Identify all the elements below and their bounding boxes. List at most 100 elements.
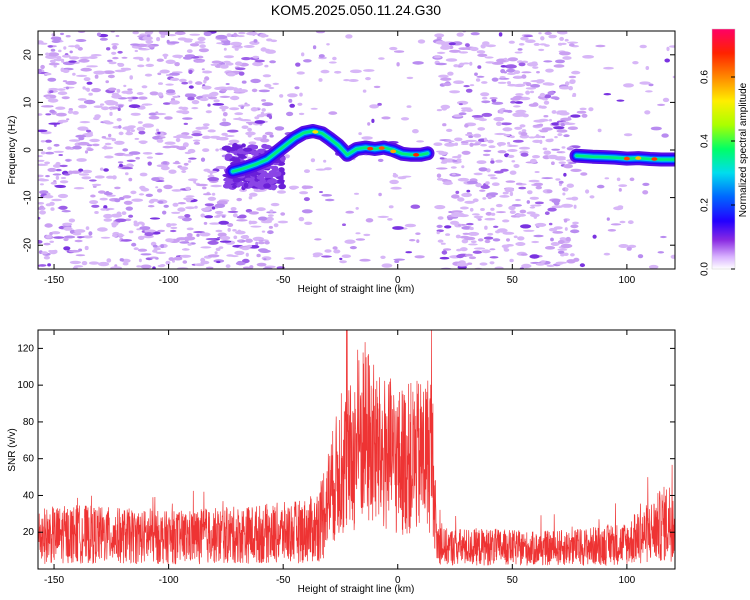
- spectrogram-speckle: [304, 221, 313, 225]
- spectrogram-speckle: [287, 93, 298, 98]
- spectrogram-speckle: [53, 184, 66, 187]
- spectrogram-speckle: [248, 220, 253, 225]
- spectrogram-speckle: [514, 51, 523, 54]
- spectrogram-speckle: [232, 142, 239, 149]
- spectrogram-speckle: [503, 133, 510, 137]
- spectrogram-speckle: [209, 222, 221, 225]
- spectrogram-speckle: [562, 56, 572, 60]
- spectrogram-speckle: [509, 191, 514, 197]
- spectrogram-speckle: [481, 96, 488, 100]
- colorbar-label: Normalized spectral amplitude: [738, 82, 749, 217]
- spectrogram-speckle: [38, 216, 41, 220]
- spectrogram-speckle: [459, 62, 465, 67]
- spectrogram-speckle: [88, 92, 93, 96]
- spectrogram-speckle: [241, 57, 252, 61]
- spectrogram-speckle: [221, 215, 226, 218]
- y-tick-label: 20: [23, 49, 34, 61]
- spectrogram-speckle: [201, 68, 205, 71]
- spectrogram-speckle: [170, 77, 180, 81]
- spectrogram-speckle: [121, 211, 127, 216]
- spectrogram-speckle: [269, 165, 279, 170]
- spectrogram-speckle: [128, 177, 133, 182]
- spectrogram-speckle: [209, 92, 213, 97]
- spectrogram-speckle: [457, 177, 470, 182]
- spectrogram-speckle: [104, 142, 112, 146]
- spectrogram-speckle: [43, 255, 51, 260]
- x-tick-label: 50: [507, 575, 519, 586]
- spectrogram-speckle: [388, 205, 394, 209]
- spectrogram-speckle: [560, 122, 566, 127]
- spectrogram-speckle: [500, 168, 509, 172]
- spectrogram-speckle: [414, 255, 425, 259]
- spectrogram-speckle: [629, 177, 635, 182]
- spectrogram-speckle: [226, 33, 232, 37]
- spectrogram-speckle: [72, 145, 82, 150]
- spectrogram-speckle: [138, 48, 150, 51]
- spectrogram-speckle: [74, 239, 83, 243]
- spectrogram-speckle: [541, 177, 554, 180]
- spectrogram-speckle: [468, 135, 474, 139]
- spectrogram-speckle: [551, 148, 560, 151]
- spectrogram-speckle: [567, 116, 571, 121]
- colorbar: 0.0 0.2 0.4 0.6 Normalized spectral amplitu…: [700, 28, 749, 276]
- spectrogram-speckle: [557, 240, 565, 244]
- spectrogram-speckle: [286, 111, 294, 117]
- spectrogram-speckle: [140, 187, 150, 192]
- spectrogram-speckle: [38, 174, 44, 178]
- x-tick-label: -50: [276, 275, 291, 286]
- spectrogram-speckle: [547, 91, 555, 96]
- spectrogram-speckle: [448, 42, 456, 46]
- spectrogram-speckle: [117, 107, 121, 111]
- spectrogram-speckle: [62, 69, 70, 73]
- colorbar-frame: [711, 28, 736, 270]
- spectrogram-speckle: [518, 43, 525, 46]
- spectrogram-speckle: [179, 166, 189, 171]
- spectrogram-speckle: [644, 110, 651, 115]
- spectrogram-speckle: [241, 151, 250, 155]
- spectrogram-speckle: [570, 114, 581, 118]
- spectrogram-speckle: [138, 96, 148, 100]
- spectrogram-speckle: [563, 134, 570, 138]
- spectrogram-speckle: [203, 79, 207, 84]
- spectrogram-speckle: [256, 253, 261, 258]
- spectrogram-speckle: [416, 239, 420, 244]
- spectrogram-speckle: [253, 181, 261, 188]
- spectrogram-speckle: [392, 226, 404, 230]
- spectrogram-speckle: [84, 235, 93, 239]
- spectrogram-speckle: [552, 231, 564, 234]
- spectrogram-speckle: [498, 142, 502, 147]
- spectrogram-speckle: [58, 154, 63, 156]
- spectrogram-speckle: [516, 182, 523, 185]
- spectrogram-speckle: [618, 184, 628, 188]
- spectrogram-speckle: [169, 223, 177, 226]
- spectrogram-speckle: [248, 196, 253, 200]
- spectrogram-speckle: [363, 233, 371, 237]
- spectrogram-speckle: [528, 103, 538, 107]
- spectrogram-speckle: [462, 232, 470, 235]
- spectrogram-speckle: [157, 131, 161, 135]
- spectrogram-speckle: [345, 34, 353, 39]
- spectrogram-speckle: [127, 125, 136, 129]
- spectrogram-ridge-layer: [225, 124, 675, 179]
- spectrogram-speckle: [363, 69, 375, 72]
- spectrogram-speckle: [217, 232, 227, 237]
- spectrogram-speckle: [558, 180, 564, 184]
- spectrogram-speckle: [571, 70, 581, 75]
- spectrogram-speckle: [68, 45, 77, 48]
- spectrogram-speckle: [469, 142, 474, 147]
- spectrogram-speckle: [492, 238, 501, 242]
- spectrogram-speckle: [477, 53, 488, 57]
- spectrogram-speckle: [509, 258, 514, 263]
- spectrogram-speckle: [203, 221, 208, 225]
- spectrogram-speckle: [52, 173, 62, 176]
- spectrogram-speckle: [116, 211, 122, 216]
- spectrogram-speckle: [241, 247, 250, 251]
- spectrogram-speckle: [539, 43, 547, 46]
- spectrogram-speckle: [122, 195, 132, 199]
- spectrogram-speckle: [200, 246, 212, 249]
- spectrogram-speckle: [122, 148, 129, 152]
- spectrogram-speckle: [49, 201, 55, 206]
- spectrogram-speckle: [77, 141, 90, 146]
- spectrogram-speckle: [548, 222, 553, 226]
- spectrogram-speckle: [535, 262, 546, 266]
